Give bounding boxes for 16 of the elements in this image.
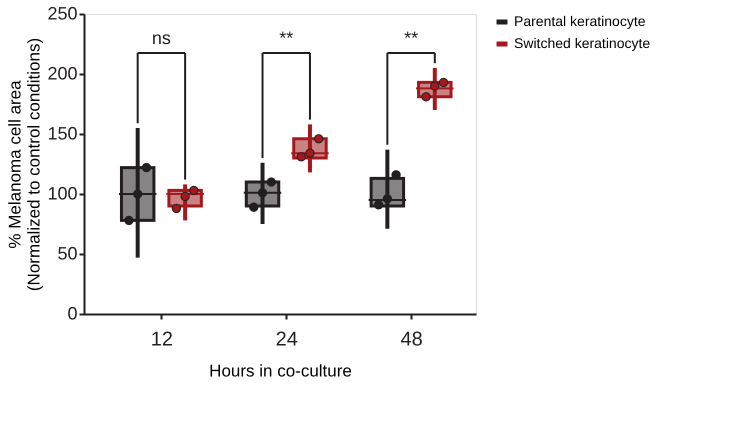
x-tick-label: 48	[400, 328, 423, 350]
annotation: **	[404, 28, 418, 48]
y-tick-label: 150	[47, 124, 78, 144]
x-tick-label: 24	[276, 328, 298, 350]
legend-label: Switched keratinocyte	[514, 35, 650, 51]
annotation: ns	[152, 28, 171, 48]
y-tick-label: 0	[67, 304, 78, 324]
annotation: **	[279, 28, 294, 48]
legend-label: Parental keratinocyte	[514, 13, 646, 29]
x-axis-title: Hours in co-culture	[209, 362, 352, 380]
x-tick-label: 12	[150, 328, 174, 350]
y-tick-label: 50	[57, 244, 78, 264]
y-tick-label: 250	[47, 4, 78, 24]
y-tick-label: 200	[47, 64, 78, 84]
y-tick-label: 100	[47, 184, 78, 204]
y-axis-title: % Melanoma cell area (Normalized to control conditions)	[5, 38, 44, 292]
